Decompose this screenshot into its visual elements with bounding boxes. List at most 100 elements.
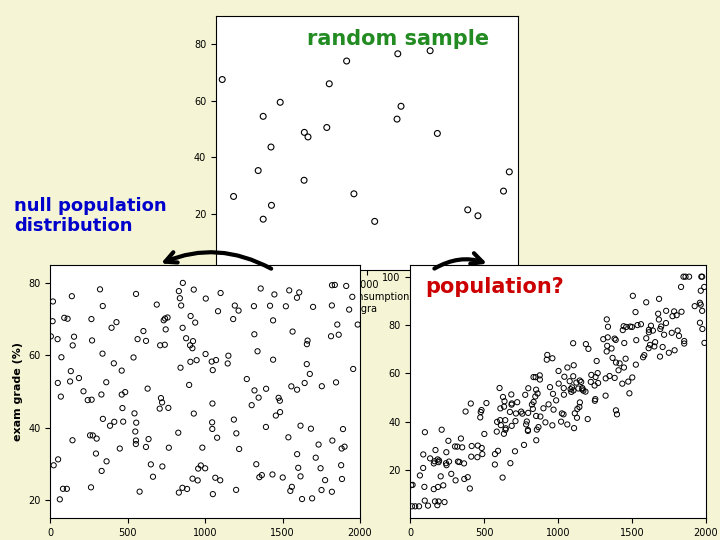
Point xyxy=(310,454,321,462)
Point xyxy=(626,322,638,331)
Point xyxy=(346,293,358,301)
Point xyxy=(611,410,623,418)
Point xyxy=(414,471,426,480)
Point xyxy=(516,409,528,418)
Point xyxy=(52,335,63,343)
Point xyxy=(67,436,78,444)
Point xyxy=(498,429,510,438)
Point xyxy=(292,386,303,394)
Point xyxy=(668,307,680,316)
Point xyxy=(138,327,149,335)
Point xyxy=(348,364,359,373)
Point xyxy=(538,404,549,413)
Point xyxy=(618,363,630,372)
Point xyxy=(413,502,425,511)
Point xyxy=(657,343,668,352)
Point xyxy=(465,453,477,461)
Point xyxy=(500,424,511,433)
Point xyxy=(499,397,510,406)
Point xyxy=(329,281,341,289)
Point xyxy=(574,376,585,385)
Point xyxy=(462,206,474,214)
Point xyxy=(111,318,122,327)
Point xyxy=(430,446,441,454)
Point xyxy=(86,315,97,323)
Point xyxy=(550,396,562,404)
Point xyxy=(433,456,445,465)
Point xyxy=(575,377,587,386)
Point xyxy=(511,398,523,407)
Point xyxy=(604,372,616,380)
Point xyxy=(462,473,474,482)
Point xyxy=(130,440,142,448)
Point xyxy=(689,302,701,310)
Point xyxy=(519,390,531,399)
Point xyxy=(84,431,96,440)
Point xyxy=(565,388,577,396)
Point xyxy=(86,336,98,345)
Point xyxy=(277,473,289,482)
Point xyxy=(101,457,112,465)
Point xyxy=(341,282,352,291)
Point xyxy=(571,414,582,422)
Point xyxy=(476,444,487,453)
Point xyxy=(286,382,297,390)
Point xyxy=(673,332,685,340)
Point xyxy=(301,360,312,368)
Point xyxy=(97,302,109,310)
Point xyxy=(160,325,171,334)
Point xyxy=(189,318,201,327)
Point xyxy=(678,339,690,348)
Point xyxy=(607,354,618,362)
Point xyxy=(523,384,534,393)
Point xyxy=(492,447,504,455)
Point xyxy=(341,57,352,65)
Point xyxy=(510,409,522,418)
Point xyxy=(130,289,142,298)
Point xyxy=(246,401,258,409)
Point xyxy=(177,323,189,332)
Point xyxy=(173,287,184,295)
Point xyxy=(174,294,186,302)
Point xyxy=(229,301,240,310)
Point xyxy=(73,374,85,382)
Point xyxy=(61,484,73,493)
Point xyxy=(559,373,570,381)
Point xyxy=(558,384,570,393)
Point xyxy=(185,312,197,320)
Point xyxy=(181,484,193,493)
Point xyxy=(531,411,542,420)
Point xyxy=(145,460,157,469)
Point xyxy=(199,464,211,472)
Point xyxy=(230,429,242,437)
Point xyxy=(452,457,464,466)
Point xyxy=(694,319,706,327)
Point xyxy=(55,392,66,401)
Point xyxy=(294,288,305,297)
Point xyxy=(547,389,559,398)
Point xyxy=(156,394,167,402)
Point xyxy=(291,293,302,302)
Point xyxy=(641,298,652,307)
Point xyxy=(267,316,279,325)
Point xyxy=(58,314,70,322)
Point xyxy=(301,340,312,348)
Point xyxy=(52,379,63,387)
Point xyxy=(96,390,107,399)
Point xyxy=(602,333,613,342)
Point xyxy=(572,384,584,393)
Point xyxy=(683,272,695,281)
Point xyxy=(572,404,583,413)
Point xyxy=(433,497,444,506)
Point xyxy=(546,354,558,362)
Point xyxy=(466,442,477,450)
Point xyxy=(698,339,710,347)
Point xyxy=(217,75,228,84)
Point xyxy=(548,406,559,414)
Point xyxy=(132,335,143,343)
Point xyxy=(558,390,570,399)
Point xyxy=(577,386,589,395)
Point xyxy=(67,341,78,350)
Point xyxy=(428,459,440,468)
Point xyxy=(435,472,446,481)
